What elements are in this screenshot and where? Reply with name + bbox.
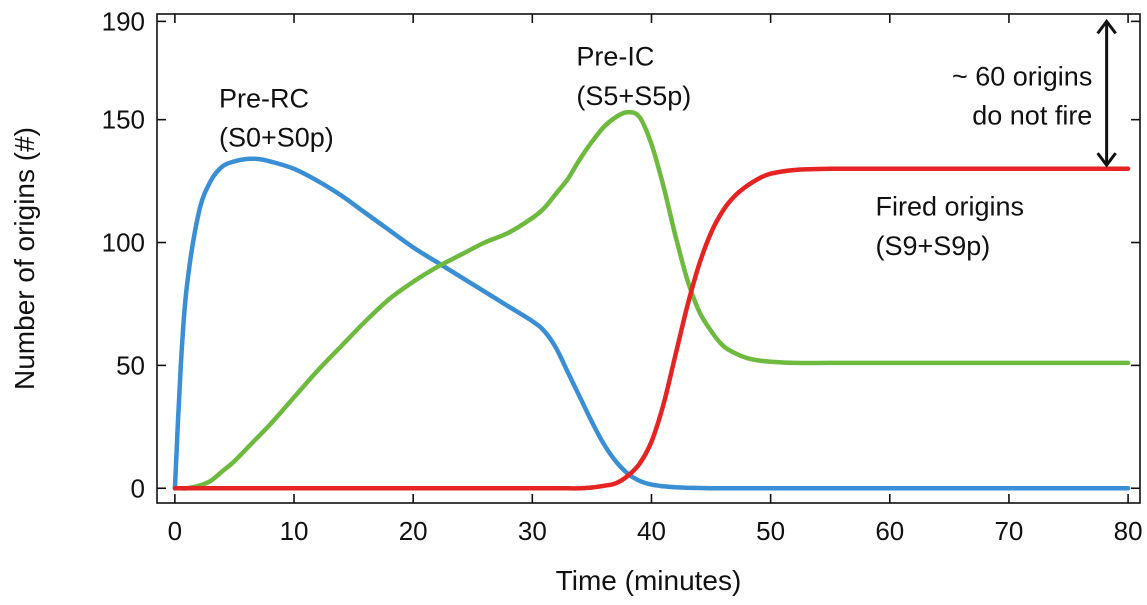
- plot-frame: [156, 13, 1141, 504]
- y-tick-label: 0: [131, 473, 145, 503]
- arrowhead-up-icon: [1096, 18, 1117, 35]
- x-tick-label: 10: [280, 516, 309, 546]
- x-tick-label: 0: [168, 516, 182, 546]
- annotation-pre-ic-title: Pre-IC: [576, 42, 654, 72]
- annotation-fired-states: (S9+S9p): [875, 231, 990, 261]
- series-line-1: [172, 110, 1131, 491]
- annotation-pre-ic-states: (S5+S5p): [576, 81, 691, 111]
- annotation-not-fire-line2: do not fire: [972, 101, 1092, 131]
- annotation-fired-title: Fired origins: [875, 191, 1024, 221]
- x-tick-label: 40: [637, 516, 666, 546]
- x-tick-label: 20: [399, 516, 428, 546]
- y-tick-label: 100: [102, 228, 145, 258]
- y-axis-title: Number of origins (#): [9, 127, 40, 390]
- series-layer: [172, 110, 1131, 491]
- annotation-pre-rc-title: Pre-RC: [219, 83, 309, 113]
- gap-double-arrow: [1096, 18, 1117, 168]
- x-axis-title: Time (minutes): [556, 565, 742, 596]
- y-tick-label: 150: [102, 105, 145, 135]
- x-tick-label: 30: [518, 516, 547, 546]
- y-tick-label: 50: [116, 350, 145, 380]
- series-line-2: [172, 166, 1131, 491]
- tick-label-layer: 0 10 20 30 40 50 60 70 80 0 50 100 150 190: [102, 6, 1143, 546]
- x-tick-label: 60: [875, 516, 904, 546]
- tick-layer: [157, 14, 1140, 503]
- annotation-pre-rc-states: (S0+S0p): [219, 123, 334, 153]
- series-line-0: [172, 156, 1131, 491]
- x-tick-label: 50: [756, 516, 785, 546]
- x-tick-label: 80: [1114, 516, 1143, 546]
- annotation-not-fire-line1: ~ 60 origins: [952, 61, 1092, 91]
- y-tick-label: 190: [102, 6, 145, 36]
- arrowhead-down-icon: [1096, 152, 1117, 168]
- x-tick-label: 70: [994, 516, 1023, 546]
